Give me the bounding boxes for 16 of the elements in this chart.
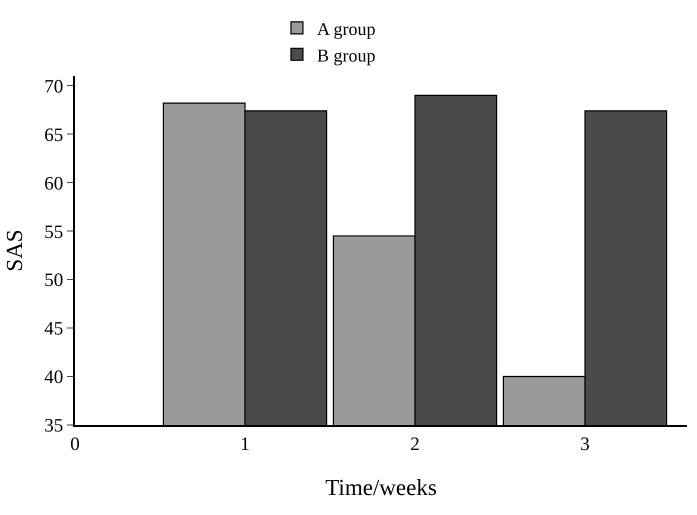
y-tick-label: 70: [44, 76, 64, 98]
x-tick-label: 0: [70, 434, 80, 455]
x-tick-label: 3: [580, 434, 590, 455]
y-tick-label: 40: [44, 367, 64, 388]
y-tick-label: 45: [44, 318, 64, 340]
legend-label: B group: [316, 45, 376, 66]
y-tick-label: 65: [44, 124, 64, 146]
y-tick-label: 35: [44, 416, 64, 437]
y-axis-title: SAS: [2, 229, 28, 272]
y-tick-label: 50: [44, 270, 64, 292]
x-tick-label: 2: [410, 434, 420, 455]
y-tick-label: 55: [44, 222, 64, 243]
y-tick-label: 60: [44, 173, 64, 194]
legend-label: A group: [316, 18, 376, 39]
x-tick-label: 1: [240, 434, 250, 455]
x-axis-title: Time/weeks: [325, 474, 437, 500]
